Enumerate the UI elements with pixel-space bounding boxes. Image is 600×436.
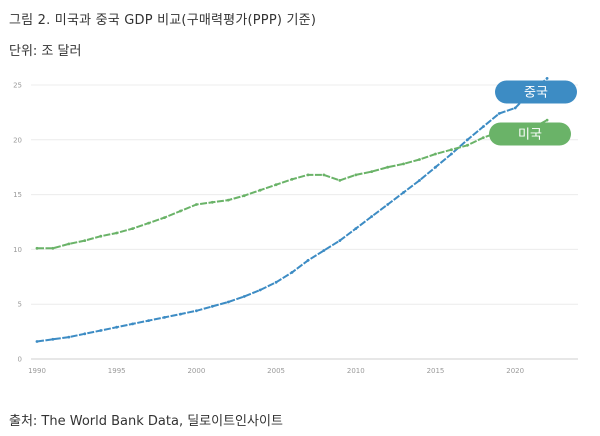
data-point <box>481 125 485 128</box>
data-point <box>99 329 103 332</box>
data-point <box>131 322 135 326</box>
series-lines <box>35 77 549 343</box>
x-tick-label: 1995 <box>108 367 126 375</box>
data-point <box>226 198 230 202</box>
label-pill <box>495 80 577 104</box>
data-point <box>274 183 278 187</box>
x-tick-label: 2015 <box>427 367 445 375</box>
data-point <box>195 309 198 313</box>
series-line-china <box>36 77 548 343</box>
data-point <box>354 173 358 177</box>
data-point <box>83 239 87 243</box>
data-point <box>131 227 135 231</box>
data-point <box>450 148 453 152</box>
data-point <box>226 300 230 304</box>
data-point <box>450 152 453 156</box>
label-text: 미국 <box>518 128 542 143</box>
x-tick-label: 1990 <box>28 367 46 375</box>
data-point <box>210 200 214 204</box>
y-tick-label: 15 <box>13 191 22 199</box>
y-tick-label: 20 <box>13 136 22 144</box>
data-point <box>513 106 517 110</box>
series-label-usa: 미국 <box>489 122 571 146</box>
data-point <box>179 209 182 213</box>
data-point <box>83 332 87 336</box>
data-point <box>418 158 421 161</box>
data-point <box>481 136 485 140</box>
data-point <box>35 246 39 250</box>
data-point <box>290 271 294 274</box>
data-point <box>402 162 405 166</box>
data-point <box>386 203 390 206</box>
data-point <box>115 325 119 329</box>
data-point <box>434 152 437 156</box>
gridlines <box>31 84 578 360</box>
data-point <box>195 203 198 206</box>
data-point <box>258 288 262 292</box>
data-point <box>497 112 501 115</box>
data-point <box>67 335 71 339</box>
data-point <box>179 312 182 316</box>
x-tick-label: 2020 <box>506 367 524 375</box>
data-point <box>545 118 549 122</box>
data-point <box>322 173 326 177</box>
x-tick-label: 2000 <box>187 367 205 375</box>
data-point <box>51 246 55 250</box>
data-point <box>370 170 374 174</box>
data-point <box>338 239 342 243</box>
y-tick-label: 10 <box>13 246 22 254</box>
data-point <box>370 215 374 218</box>
data-point <box>386 165 390 169</box>
data-point <box>434 165 437 169</box>
figure-title: 그림 2. 미국과 중국 GDP 비교(구매력평가(PPP) 기준) <box>9 13 317 28</box>
data-point <box>545 77 549 80</box>
data-point <box>163 216 166 220</box>
data-point <box>35 340 39 343</box>
data-point <box>354 227 358 231</box>
data-point <box>274 280 278 284</box>
data-point <box>258 188 262 192</box>
series-label-china: 중국 <box>495 80 577 104</box>
data-point <box>210 305 214 308</box>
data-point <box>290 177 294 181</box>
x-tick-label: 2005 <box>267 367 285 375</box>
data-point <box>147 319 151 322</box>
data-point <box>402 191 405 194</box>
label-pill <box>489 122 571 146</box>
data-point <box>242 295 246 298</box>
axes: 0 5 10 15 20 25 1990 1995 2000 2005 2010 2015 2020 <box>13 82 524 376</box>
data-point <box>147 221 151 225</box>
data-point <box>322 249 326 252</box>
data-point <box>418 179 421 182</box>
data-point <box>338 179 342 182</box>
data-point <box>163 316 166 319</box>
data-point <box>306 173 310 177</box>
unit-label: 단위: 조 달러 <box>9 44 82 59</box>
data-point <box>99 234 103 238</box>
data-point <box>115 231 119 235</box>
data-point <box>466 138 469 142</box>
data-point <box>306 259 310 262</box>
data-point <box>51 337 55 341</box>
data-point <box>67 242 71 246</box>
source-note: 출처: The World Bank Data, 딜로이트인사이트 <box>9 414 283 429</box>
y-tick-label: 0 <box>18 356 22 364</box>
y-tick-label: 25 <box>13 82 22 90</box>
y-tick-label: 5 <box>18 301 22 309</box>
data-point <box>466 143 469 147</box>
data-point <box>242 194 246 198</box>
label-text: 중국 <box>524 86 548 101</box>
x-tick-label: 2010 <box>347 367 365 375</box>
